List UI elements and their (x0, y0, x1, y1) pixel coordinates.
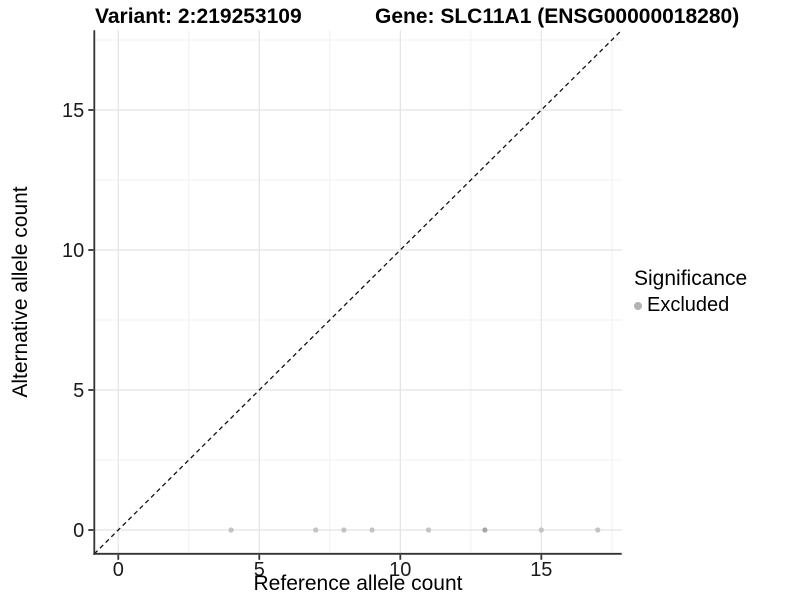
identity-dashed-line (93, 29, 623, 555)
legend: Significance Excluded (634, 267, 747, 317)
y-tick-label: 10 (62, 240, 84, 262)
gene-title: Gene: SLC11A1 (ENSG00000018280) (375, 5, 740, 28)
data-point (538, 527, 544, 533)
data-point (369, 527, 375, 533)
x-tick-label: 5 (254, 559, 265, 581)
x-tick-label: 15 (530, 559, 552, 581)
y-tick-label: 0 (73, 520, 84, 542)
data-point (228, 527, 234, 533)
legend-item-excluded: Excluded (634, 294, 747, 317)
legend-title: Significance (634, 267, 748, 290)
legend-item-label: Excluded (647, 294, 730, 316)
data-point (341, 527, 347, 533)
data-point (595, 527, 601, 533)
data-point (313, 527, 319, 533)
x-tick-label: 10 (389, 559, 411, 581)
y-axis-title: Alternative allele count (9, 186, 32, 398)
data-point (482, 527, 488, 533)
y-tick-label: 15 (62, 100, 84, 122)
x-tick-label: 0 (113, 559, 124, 581)
excluded-point-icon (634, 301, 642, 310)
variant-title: Variant: 2:219253109 (95, 5, 302, 28)
data-point (425, 527, 432, 533)
x-axis-title: Reference allele count (253, 572, 463, 595)
y-tick-label: 5 (73, 380, 84, 402)
